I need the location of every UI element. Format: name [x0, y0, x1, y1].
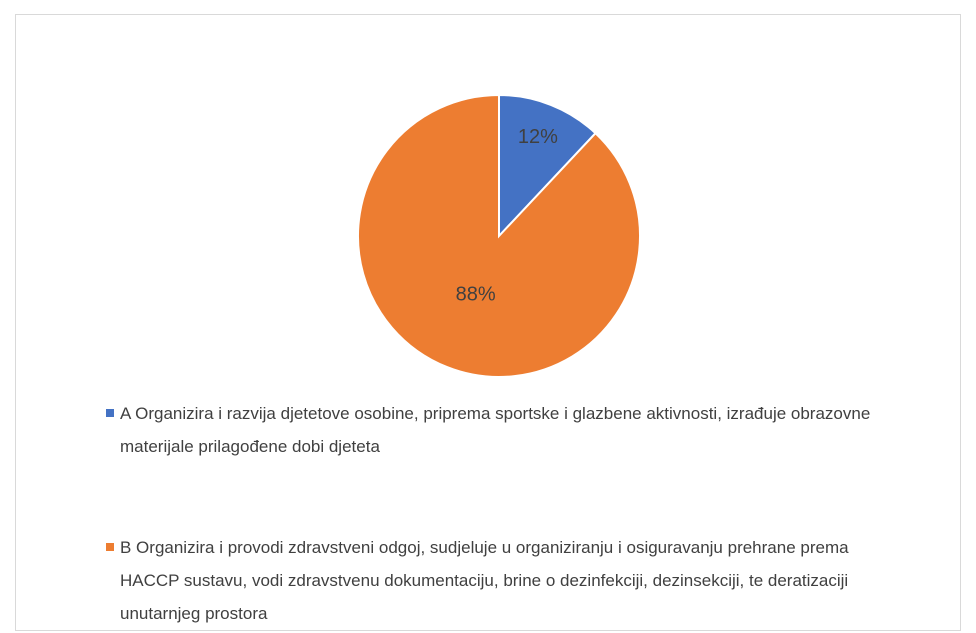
pie-slice	[498, 93, 597, 239]
data-label: 12%	[518, 126, 558, 148]
legend-swatch	[106, 409, 114, 417]
pie-slice	[357, 93, 641, 378]
legend-item: B Organizira i provodi zdravstveni odgoj…	[106, 531, 896, 630]
legend-item: A Organizira i razvija djetetove osobine…	[106, 397, 896, 463]
data-label: 88%	[456, 283, 496, 305]
legend-text: B Organizira i provodi zdravstveni odgoj…	[120, 538, 849, 623]
chart-frame	[15, 14, 961, 631]
legend-text: A Organizira i razvija djetetove osobine…	[120, 404, 871, 456]
legend-swatch	[106, 543, 114, 551]
